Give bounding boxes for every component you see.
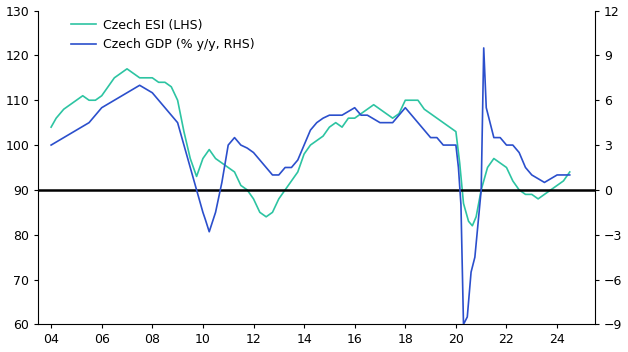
Legend: Czech ESI (LHS), Czech GDP (% y/y, RHS): Czech ESI (LHS), Czech GDP (% y/y, RHS) (67, 14, 259, 56)
Czech GDP (% y/y, RHS) (73, 128, 80, 132)
Czech GDP (% y/y, RHS) (174, 120, 181, 125)
Czech ESI (LHS) (142, 76, 149, 80)
Line: Czech ESI (LHS): Czech ESI (LHS) (51, 69, 570, 226)
Czech GDP (% y/y, RHS) (480, 46, 487, 50)
Czech GDP (% y/y, RHS) (516, 150, 523, 155)
Czech ESI (LHS) (566, 170, 573, 174)
Line: Czech GDP (% y/y, RHS): Czech GDP (% y/y, RHS) (51, 48, 570, 325)
Czech GDP (% y/y, RHS) (395, 113, 403, 117)
Czech GDP (% y/y, RHS) (47, 143, 55, 147)
Czech GDP (% y/y, RHS) (460, 322, 467, 327)
Czech ESI (LHS) (319, 134, 327, 138)
Czech GDP (% y/y, RHS) (319, 116, 327, 120)
Czech ESI (LHS) (123, 67, 131, 71)
Czech ESI (LHS) (547, 188, 555, 192)
Czech ESI (LHS) (212, 156, 219, 161)
Czech ESI (LHS) (47, 125, 55, 129)
Czech ESI (LHS) (237, 183, 245, 188)
Czech GDP (% y/y, RHS) (566, 173, 573, 177)
Czech ESI (LHS) (468, 224, 476, 228)
Czech GDP (% y/y, RHS) (541, 180, 548, 184)
Czech ESI (LHS) (218, 161, 225, 165)
